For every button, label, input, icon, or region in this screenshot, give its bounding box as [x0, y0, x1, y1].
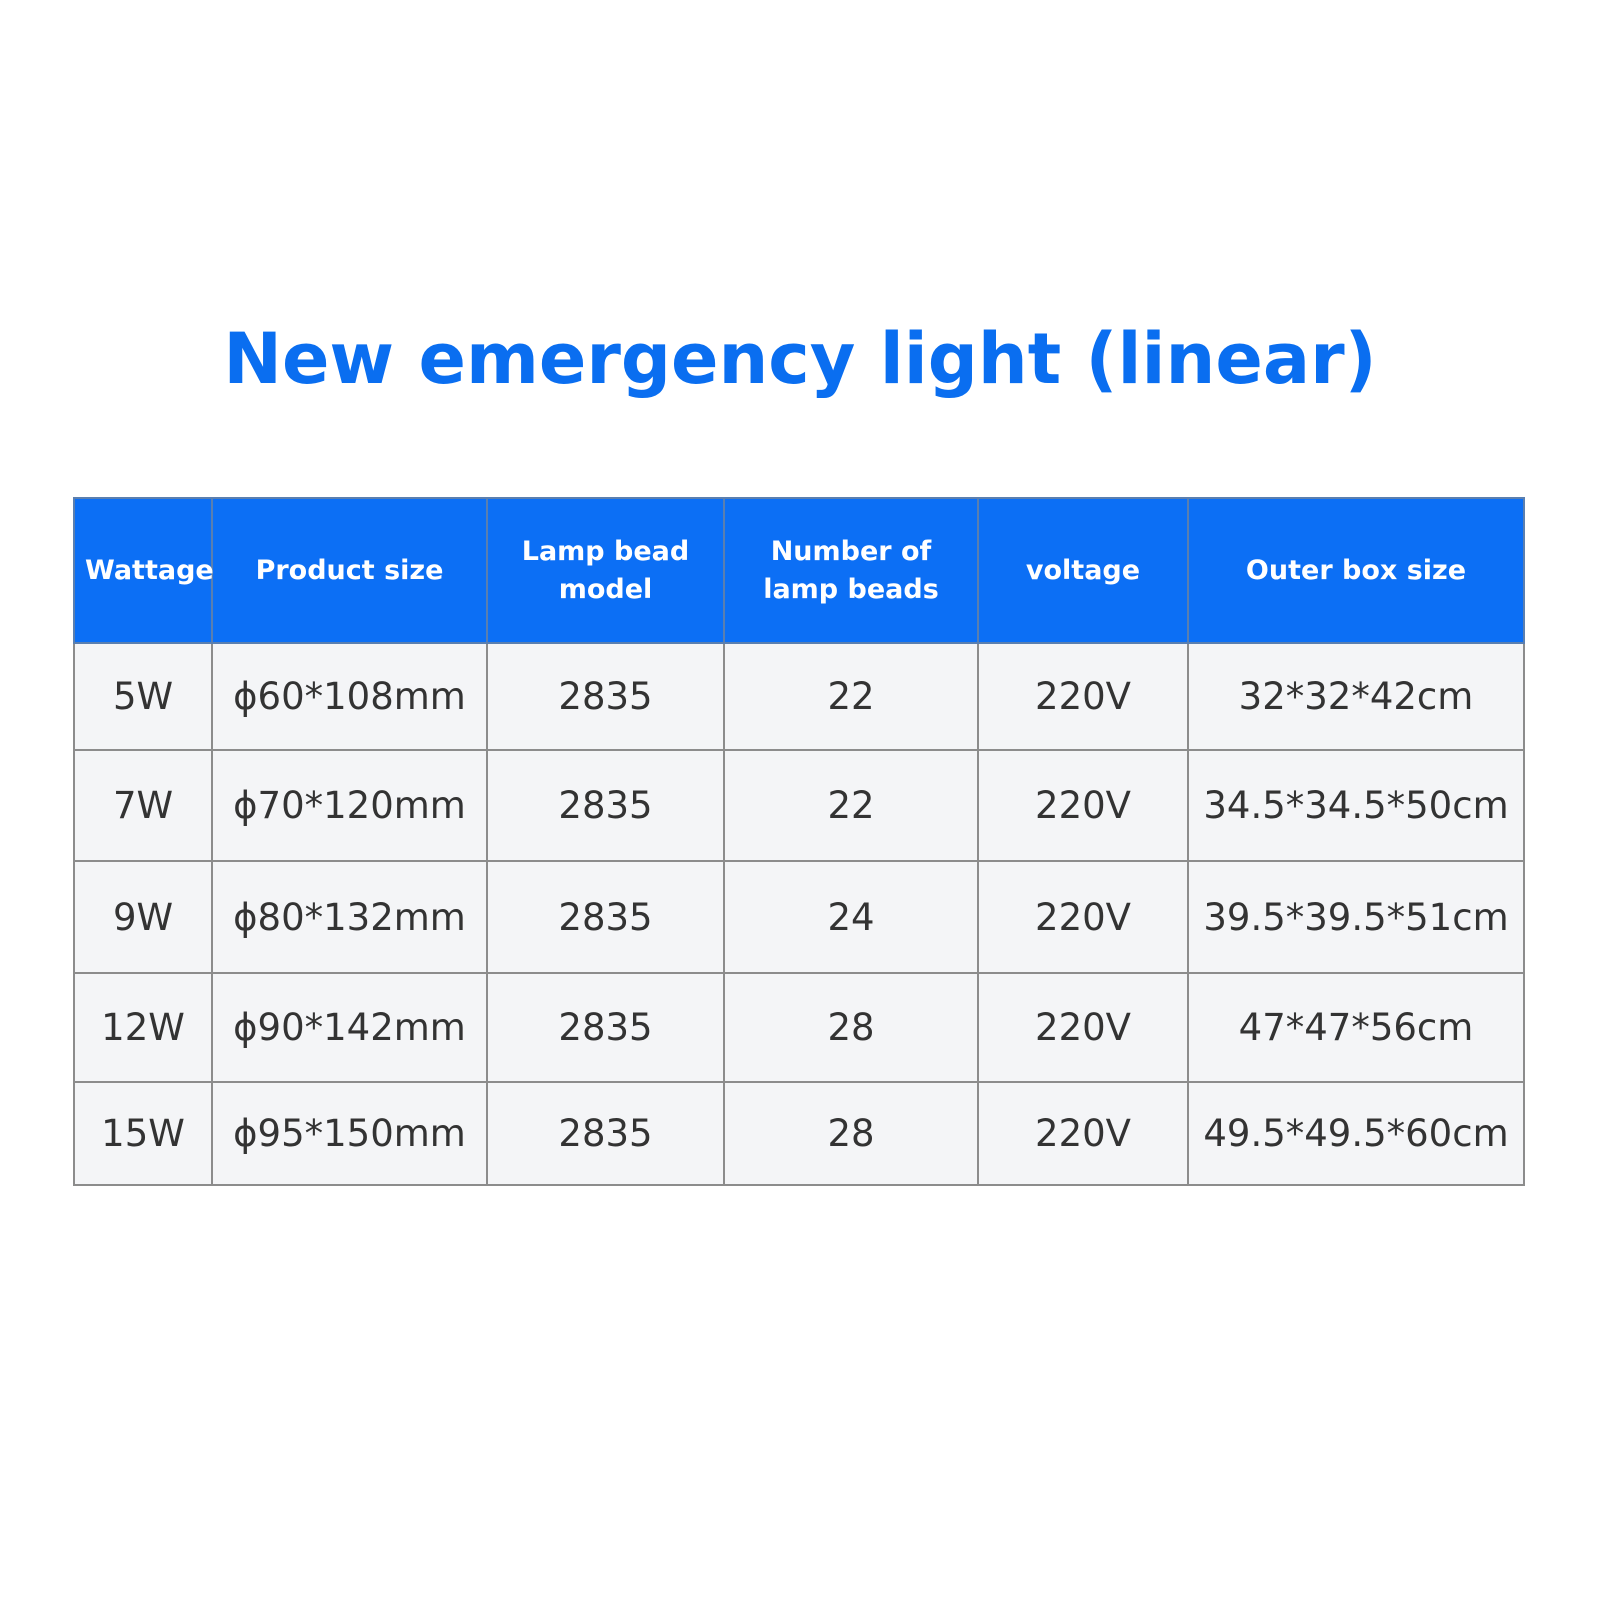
- table-cell: 2835: [486, 1081, 725, 1186]
- table-row: 12W ϕ90*142mm 2835 28 220V 47*47*56cm: [73, 972, 1525, 1083]
- table-cell: 2835: [486, 642, 725, 751]
- table-cell: 5W: [73, 642, 213, 751]
- table-row: 7W ϕ70*120mm 2835 22 220V 34.5*34.5*50cm: [73, 749, 1525, 862]
- table-cell: 22: [723, 642, 979, 751]
- table-cell: 28: [723, 1081, 979, 1186]
- column-header: voltage: [977, 497, 1189, 644]
- table-cell: 32*32*42cm: [1187, 642, 1525, 751]
- table-cell: 34.5*34.5*50cm: [1187, 749, 1525, 862]
- column-header: Number of lamp beads: [723, 497, 979, 644]
- table-cell: 12W: [73, 972, 213, 1083]
- table-cell: 15W: [73, 1081, 213, 1186]
- table-cell: 220V: [977, 642, 1189, 751]
- table-cell: ϕ60*108mm: [211, 642, 488, 751]
- table-cell: 7W: [73, 749, 213, 862]
- table-cell: 220V: [977, 972, 1189, 1083]
- table-cell: ϕ80*132mm: [211, 860, 488, 974]
- table-row: 9W ϕ80*132mm 2835 24 220V 39.5*39.5*51cm: [73, 860, 1525, 974]
- table-cell: 2835: [486, 972, 725, 1083]
- table-row: 15W ϕ95*150mm 2835 28 220V 49.5*49.5*60cm: [73, 1081, 1525, 1186]
- table-cell: 28: [723, 972, 979, 1083]
- table-cell: 220V: [977, 1081, 1189, 1186]
- table-cell: 220V: [977, 860, 1189, 974]
- table-row: 5W ϕ60*108mm 2835 22 220V 32*32*42cm: [73, 642, 1525, 751]
- column-header: Lamp bead model: [486, 497, 725, 644]
- table-cell: 49.5*49.5*60cm: [1187, 1081, 1525, 1186]
- column-header: Product size: [211, 497, 488, 644]
- table-cell: 47*47*56cm: [1187, 972, 1525, 1083]
- header-row: Wattage Product size Lamp bead model Number…: [73, 497, 1525, 644]
- table-cell: ϕ90*142mm: [211, 972, 488, 1083]
- table-cell: 24: [723, 860, 979, 974]
- table-body: 5W ϕ60*108mm 2835 22 220V 32*32*42cm 7W ϕ70*120…: [73, 642, 1525, 1186]
- table-cell: 9W: [73, 860, 213, 974]
- table-cell: ϕ95*150mm: [211, 1081, 488, 1186]
- table-cell: 22: [723, 749, 979, 862]
- table-cell: ϕ70*120mm: [211, 749, 488, 862]
- column-header: Wattage: [73, 497, 214, 644]
- table-cell: 2835: [486, 860, 725, 974]
- title: New emergency light (linear): [223, 318, 1377, 400]
- table-cell: 220V: [977, 749, 1189, 862]
- table-cell: 39.5*39.5*51cm: [1187, 860, 1525, 974]
- table-cell: 2835: [486, 749, 725, 862]
- column-header: Outer box size: [1187, 497, 1525, 644]
- spec-table: Wattage Product size Lamp bead model Number…: [73, 497, 1525, 1186]
